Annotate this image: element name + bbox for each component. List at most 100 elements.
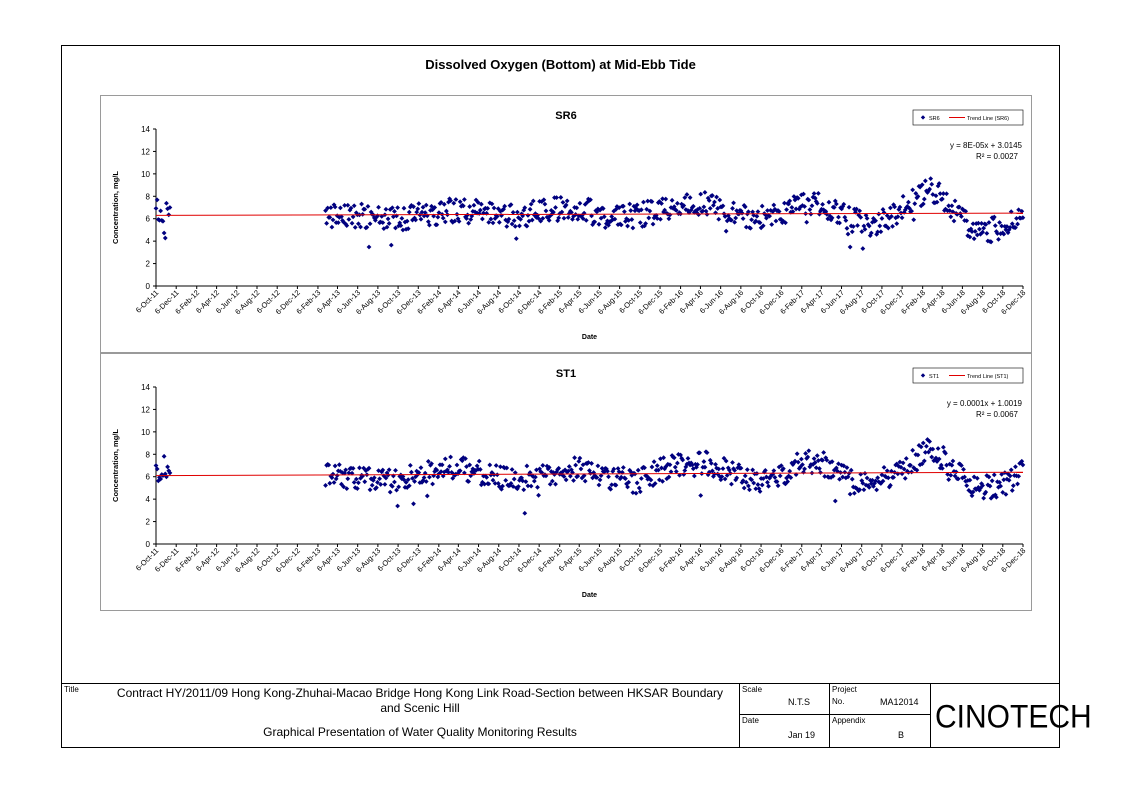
data-point: [809, 203, 815, 209]
data-point: [475, 200, 481, 205]
data-point: [820, 201, 825, 207]
data-point: [855, 486, 860, 492]
data-point: [1008, 467, 1014, 473]
project-no-label: No.: [832, 697, 845, 706]
data-point: [348, 205, 354, 211]
data-point: [805, 454, 811, 460]
data-point: [395, 205, 401, 211]
data-point: [577, 200, 583, 206]
data-point: [620, 465, 626, 470]
data-point: [915, 194, 921, 199]
data-point: [933, 455, 939, 461]
data-point: [580, 462, 586, 468]
data-point: [476, 458, 482, 464]
data-point: [559, 209, 565, 215]
data-point: [899, 215, 905, 221]
data-point: [596, 221, 602, 227]
data-point: [649, 464, 655, 470]
data-point: [438, 469, 444, 475]
data-point: [806, 448, 812, 454]
data-point: [720, 466, 726, 472]
data-point: [440, 215, 446, 221]
data-point: [816, 211, 822, 217]
data-point: [766, 483, 771, 489]
data-point: [368, 209, 374, 215]
data-point: [167, 205, 173, 210]
y-tick-label: 10: [141, 428, 150, 437]
data-point: [165, 206, 170, 212]
data-point: [435, 214, 441, 220]
data-point: [589, 461, 594, 466]
data-point: [745, 209, 751, 215]
appendix-value: B: [898, 730, 905, 740]
data-point: [637, 489, 643, 495]
data-point: [401, 205, 407, 211]
data-point: [898, 464, 904, 470]
data-point: [379, 469, 385, 475]
data-point: [678, 452, 683, 458]
data-point: [492, 480, 498, 486]
data-point: [517, 223, 522, 229]
data-point: [572, 205, 577, 210]
data-point: [414, 468, 420, 474]
data-point: [993, 494, 999, 500]
data-point: [1008, 209, 1014, 215]
data-point: [344, 223, 350, 228]
data-point: [948, 472, 954, 478]
data-point: [885, 225, 891, 231]
data-point: [488, 216, 494, 222]
data-point: [486, 481, 492, 487]
data-point: [682, 195, 688, 201]
data-point: [748, 225, 753, 231]
data-point: [356, 480, 361, 486]
data-point: [753, 486, 759, 492]
data-point: [703, 208, 709, 214]
data-point: [784, 207, 789, 212]
data-point: [488, 472, 494, 478]
data-point: [403, 479, 409, 485]
data-point: [878, 229, 884, 235]
data-point: [940, 444, 946, 450]
data-point: [153, 205, 159, 211]
data-point: [674, 460, 680, 466]
data-point: [540, 215, 546, 221]
data-point: [638, 476, 644, 481]
data-point: [448, 454, 454, 460]
data-point: [888, 205, 893, 211]
data-point: [499, 213, 504, 218]
data-point: [524, 463, 530, 469]
data-point: [606, 474, 611, 480]
title-block-divider: [829, 683, 830, 748]
data-point: [420, 204, 426, 210]
data-point: [844, 465, 850, 470]
data-point: [494, 214, 500, 219]
data-point: [361, 465, 367, 471]
data-point: [331, 480, 337, 485]
data-point: [701, 459, 707, 464]
data-point: [864, 215, 870, 221]
data-point: [404, 218, 410, 224]
data-point: [591, 470, 597, 475]
y-tick-label: 12: [141, 405, 150, 414]
data-point: [435, 474, 441, 480]
data-point: [802, 466, 807, 472]
data-point: [874, 487, 880, 493]
data-point: [741, 203, 747, 208]
report-subtitle: Graphical Presentation of Water Quality …: [263, 725, 577, 739]
data-point: [659, 465, 664, 471]
data-point: [807, 464, 813, 470]
data-point: [829, 215, 835, 221]
legend-entry-series: SR6: [929, 116, 940, 122]
data-point: [806, 197, 812, 203]
data-point: [741, 485, 747, 491]
data-point: [824, 211, 830, 217]
data-point: [662, 207, 668, 213]
data-point: [671, 455, 677, 461]
data-point: [352, 224, 358, 230]
data-point: [157, 474, 162, 480]
data-point: [851, 490, 857, 496]
data-point: [340, 470, 345, 476]
data-point: [723, 228, 729, 234]
data-point: [768, 473, 774, 479]
data-point: [374, 214, 379, 220]
